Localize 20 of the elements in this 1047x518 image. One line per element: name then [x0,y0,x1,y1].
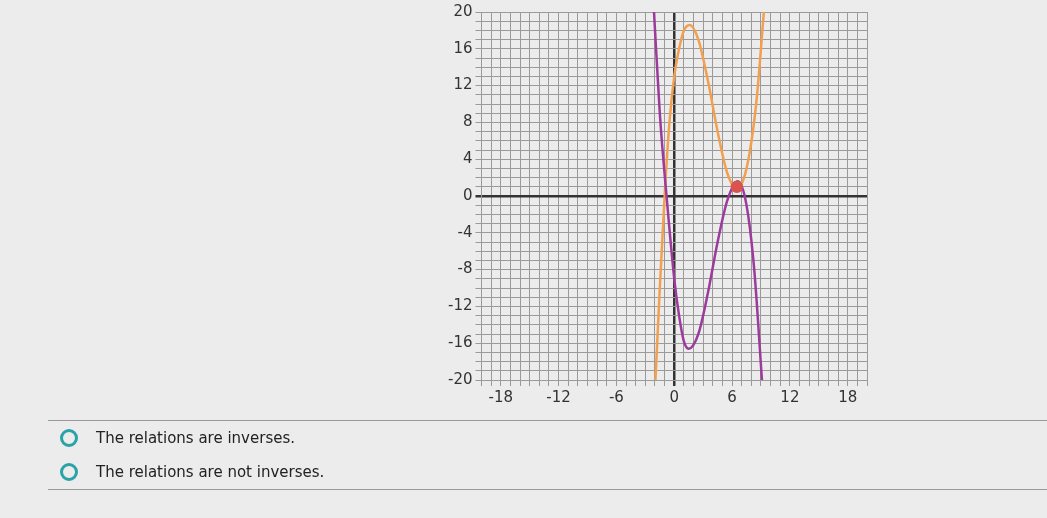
text: The relations are not inverses. [96,463,325,481]
text: The relations are inverses. [96,429,296,447]
y-tick-label: 4 [462,149,473,168]
y-tick-label: 16 [453,38,473,57]
x-tick-label: -12 [546,387,571,406]
x-tick-label: -6 [608,387,624,406]
x-tick-label: 0 [669,387,680,406]
y-tick-label: 0 [462,185,473,204]
y-tick-label: 12 [453,75,473,94]
x-tick-label: 6 [727,387,737,406]
y-tick-label: 8 [462,112,473,131]
x-tick-label: 18 [838,387,858,406]
x-tick-label: -18 [488,387,514,406]
y-tick-label: -4 [457,222,473,241]
y-tick-label: 20 [453,1,473,20]
y-tick-label: -16 [448,333,473,352]
y-tick-label: -12 [448,296,473,315]
y-tick-label: -20 [448,369,473,388]
y-tick-label: -8 [457,259,473,278]
x-tick-label: 12 [780,387,800,406]
